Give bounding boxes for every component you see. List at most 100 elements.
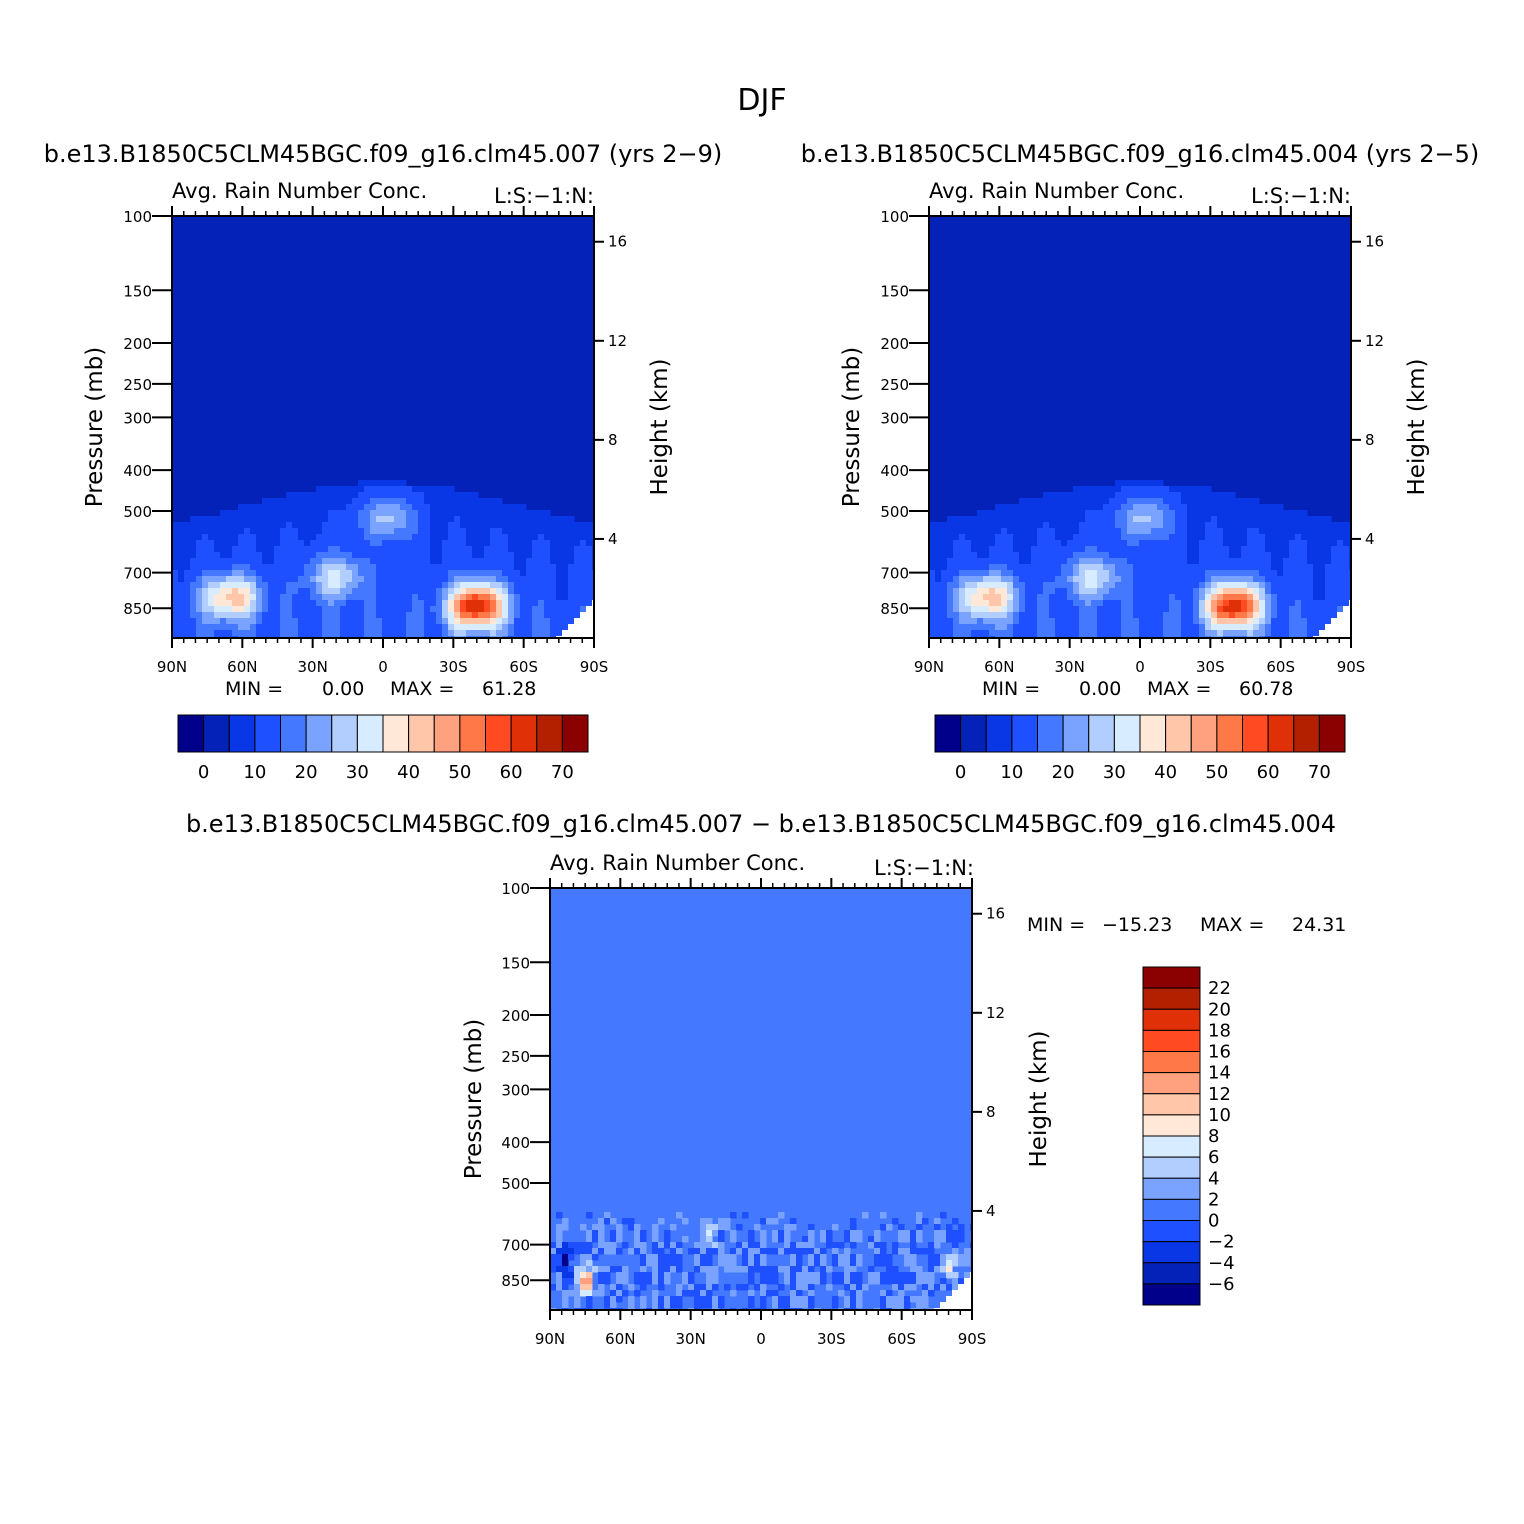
field-cell — [1049, 498, 1056, 505]
field-cell — [256, 636, 263, 638]
field-cell — [346, 534, 353, 541]
field-cell — [1283, 594, 1290, 601]
field-cell — [953, 600, 960, 607]
field-cell — [376, 582, 383, 589]
field-cell — [959, 546, 966, 553]
field-cell — [196, 582, 203, 589]
field-cell — [929, 618, 936, 625]
field-cell — [1139, 588, 1146, 595]
field-cell — [1085, 606, 1092, 613]
field-cell — [1163, 546, 1170, 553]
field-cell — [1259, 540, 1266, 547]
field-cell — [1265, 534, 1272, 541]
field-cell — [352, 564, 359, 571]
field-cell — [556, 1212, 563, 1219]
field-cell — [1061, 624, 1068, 631]
field-cell — [358, 528, 365, 535]
colorbar: 0 10 20 30 40 50 60 70 — [177, 714, 589, 783]
field-cell — [862, 1212, 869, 1219]
field-cell — [1085, 540, 1092, 547]
field-cell — [238, 606, 245, 613]
field-cell — [226, 630, 233, 637]
field-cell — [316, 522, 323, 529]
field-cell — [526, 576, 533, 583]
field-cell — [364, 582, 371, 589]
field-cell — [334, 612, 341, 619]
field-cell — [202, 570, 209, 577]
field-cell — [1157, 510, 1164, 517]
field-cell — [568, 600, 575, 607]
field-cell — [370, 492, 377, 499]
field-cell — [358, 570, 365, 577]
field-cell — [1307, 636, 1314, 638]
field-cell — [1139, 498, 1146, 505]
field-cell — [730, 1266, 737, 1273]
field-cell — [400, 582, 407, 589]
field-cell — [232, 570, 239, 577]
field-cell — [244, 600, 251, 607]
field-cell — [1169, 630, 1176, 637]
field-cell — [556, 1260, 563, 1267]
field-cell — [382, 576, 389, 583]
field-cell — [1013, 522, 1020, 529]
field-cell — [802, 1278, 809, 1285]
field-cell — [352, 600, 359, 607]
field-cell — [1091, 522, 1098, 529]
field-cell — [941, 576, 948, 583]
field-cell — [202, 528, 209, 535]
x-tick-label: 60N — [227, 658, 257, 676]
field-cell — [898, 1248, 905, 1255]
field-cell — [364, 528, 371, 535]
field-cell — [490, 618, 497, 625]
field-cell — [1067, 546, 1074, 553]
field-cell — [1127, 522, 1134, 529]
field-cell — [532, 600, 539, 607]
field-cell — [484, 504, 491, 511]
colorbar-swatch — [1142, 1262, 1201, 1285]
field-cell — [424, 612, 431, 619]
topography-mask — [574, 630, 580, 636]
field-cell — [478, 630, 485, 637]
field-cell — [934, 1218, 941, 1225]
field-cell — [478, 588, 485, 595]
field-cell — [394, 546, 401, 553]
field-cell — [556, 576, 563, 583]
field-cell — [1223, 522, 1230, 529]
field-cell — [460, 624, 467, 631]
field-cell — [760, 1260, 767, 1267]
field-cell — [238, 564, 245, 571]
colorbar-label: 22 — [1208, 978, 1231, 999]
field-cell — [1295, 552, 1302, 559]
y-axis-label: Pressure (mb) — [839, 347, 865, 507]
field-cell — [1127, 552, 1134, 559]
field-cell — [1193, 576, 1200, 583]
field-cell — [598, 1284, 605, 1291]
field-cell — [868, 1272, 875, 1279]
field-cell — [995, 618, 1002, 625]
field-cell — [208, 612, 215, 619]
field-cell — [634, 1248, 641, 1255]
field-cell — [472, 582, 479, 589]
field-cell — [442, 606, 449, 613]
field-cell — [568, 1254, 575, 1261]
field-cell — [1247, 540, 1254, 547]
field-cell — [376, 546, 383, 553]
field-cell — [778, 1230, 785, 1237]
x-tick-label: 90S — [580, 658, 609, 676]
field-cell — [989, 576, 996, 583]
field-cell — [352, 618, 359, 625]
field-cell — [1265, 522, 1272, 529]
field-cell — [959, 588, 966, 595]
field-cell — [1097, 546, 1104, 553]
field-cell — [568, 540, 575, 547]
field-cell — [1115, 552, 1122, 559]
field-cell — [916, 1302, 923, 1309]
field-cell — [1115, 606, 1122, 613]
field-cell — [346, 546, 353, 553]
x-tick-label: 30S — [817, 1330, 846, 1348]
field-cell — [935, 558, 942, 565]
field-cell — [1079, 570, 1086, 577]
field-cell — [1205, 630, 1212, 637]
field-cell — [376, 540, 383, 547]
field-cell — [1127, 576, 1134, 583]
